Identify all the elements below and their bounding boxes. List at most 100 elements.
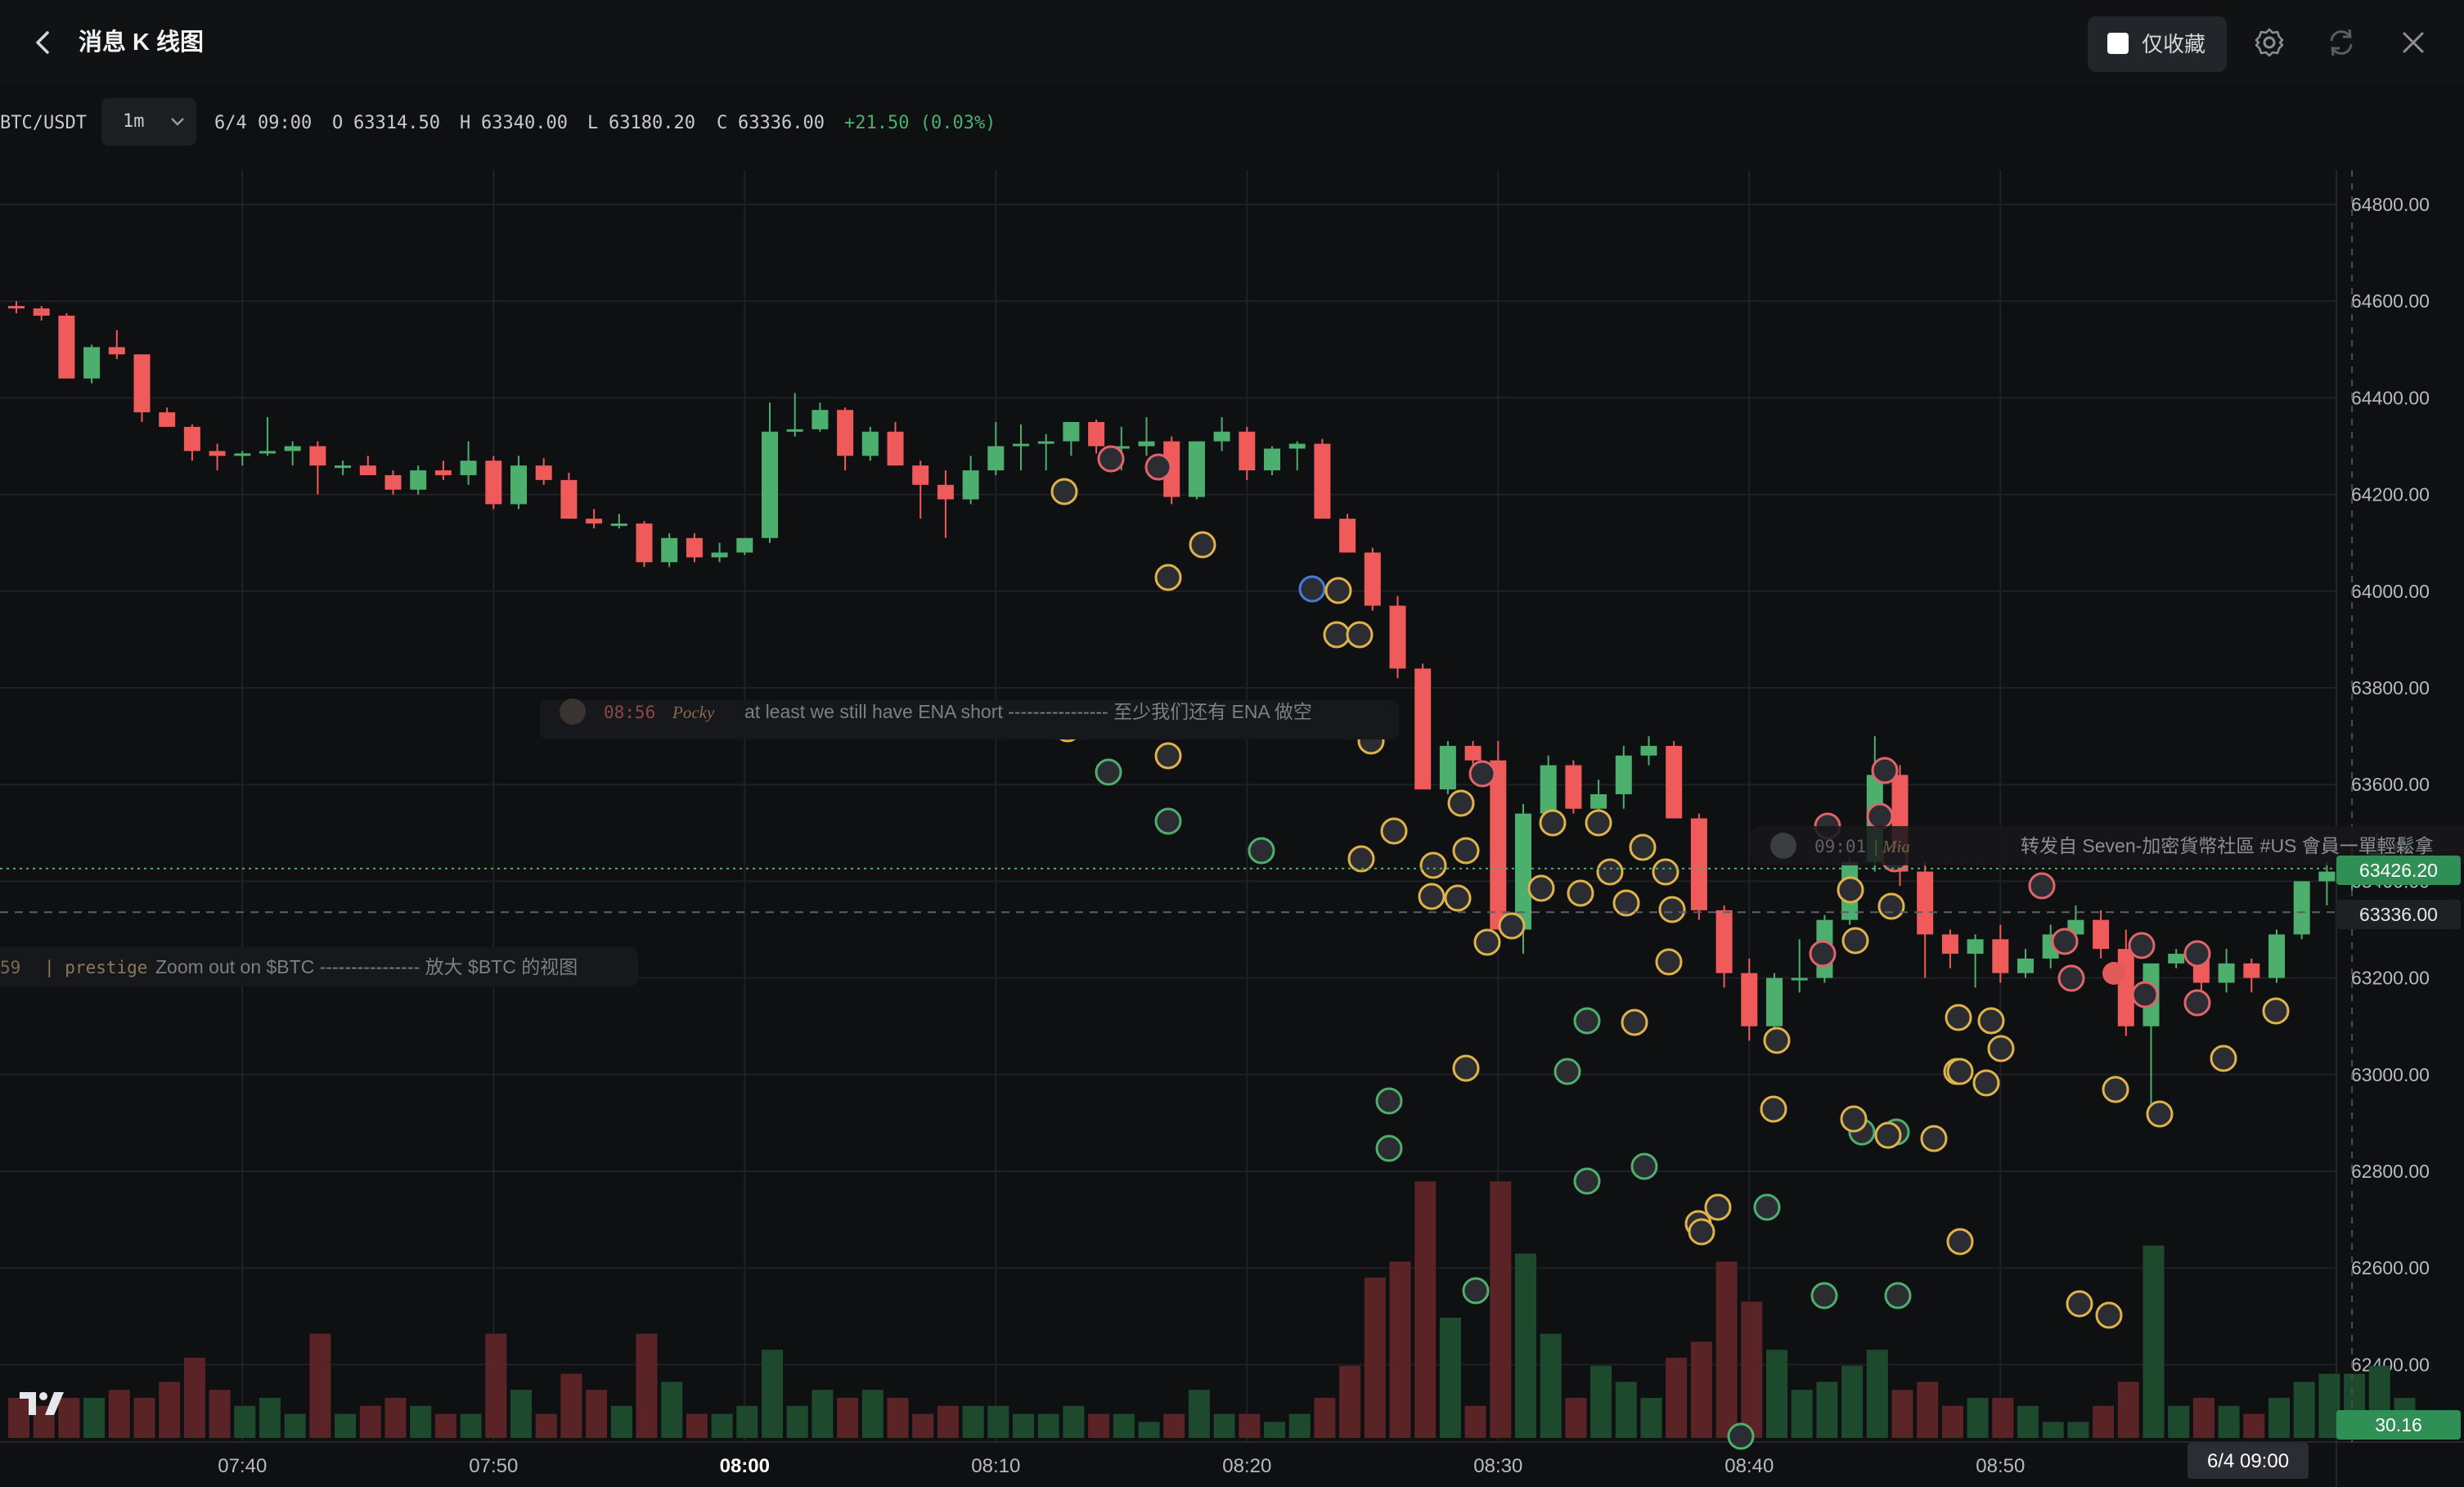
avatar-marker (1884, 1282, 1912, 1310)
candle-body (1967, 939, 1984, 955)
volume-bar (309, 1333, 331, 1438)
candle-body (1741, 973, 1758, 1027)
candle-body (1666, 745, 1683, 819)
volume-bar (636, 1333, 658, 1438)
symbol-label: BTC/USDT (0, 113, 87, 133)
ohlc-legend: BTC/USDT 1m 6/4 09:00 O 63314.50 H 63340… (0, 98, 1145, 149)
candle-body (1088, 421, 1105, 447)
candle-body (535, 465, 552, 480)
message-bubble-prestige[interactable]: 59 | prestige Zoom out on $BTC ---------… (0, 947, 638, 986)
avatar-marker (1841, 927, 1869, 955)
candle-body (460, 460, 477, 475)
y-tick-label: 63600.00 (2351, 774, 2430, 795)
back-arrow-icon[interactable] (26, 25, 62, 61)
volume-bar (2117, 1381, 2139, 1438)
volume-bar (83, 1398, 106, 1438)
avatar-marker (2262, 997, 2290, 1025)
interval-value: 1m (123, 111, 145, 132)
candle-body (1414, 668, 1432, 790)
message-time: 09:01 (1814, 837, 1866, 856)
candle-body (2318, 871, 2336, 882)
avatar-marker (1727, 1422, 1755, 1450)
x-tick-label: 08:00 (720, 1455, 770, 1477)
change-value: +21.50 (0.03%) (844, 113, 996, 133)
last-price-value: 63426.20 (2359, 860, 2438, 881)
candle-body (1037, 441, 1054, 444)
avatar-marker (1346, 621, 1374, 649)
crosshair-time-tag: 6/4 09:00 (2187, 1443, 2309, 1479)
last-price-tag: 63426.20 (2336, 856, 2461, 885)
avatar-marker (1324, 577, 1352, 604)
volume-bar (434, 1413, 456, 1438)
gear-icon[interactable] (2251, 25, 2287, 61)
candle-body (284, 446, 301, 451)
message-bubble-pocky[interactable]: 08:56 Pocky at least we still have ENA s… (540, 699, 1399, 739)
volume-value: 30.16 (2375, 1414, 2422, 1435)
candle-body (1490, 760, 1507, 930)
volume-bar (1666, 1358, 1688, 1438)
avatar-marker (2095, 1301, 2123, 1329)
volume-bar (1013, 1413, 1034, 1438)
avatar-marker (1753, 1193, 1781, 1221)
volume-bar (1088, 1413, 1110, 1438)
checkbox-icon[interactable] (2107, 33, 2129, 54)
avatar-marker (1573, 1167, 1601, 1195)
avatar-marker (2028, 872, 2056, 900)
interval-select[interactable]: 1m (101, 98, 196, 146)
candle-body (1715, 910, 1733, 973)
open-value: 63314.50 (353, 113, 440, 133)
chevron-down-icon (171, 118, 184, 126)
volume-bar (686, 1413, 708, 1438)
avatar-marker (1704, 1193, 1732, 1221)
avatar-marker (1050, 478, 1078, 505)
candle-body (1138, 441, 1155, 447)
candlestick-chart[interactable]: 64800.00 64600.00 64400.00 64200.00 64000.00… (0, 170, 2464, 1487)
candle-body (1640, 745, 1657, 756)
candle-body (987, 446, 1005, 471)
volume-bar (1590, 1365, 1612, 1438)
candle-body (736, 537, 753, 553)
avatar-marker (1655, 948, 1683, 976)
candle-body (485, 460, 502, 505)
volume-bar (1113, 1413, 1135, 1438)
candle-body (2168, 954, 2185, 964)
avatar-marker (1871, 757, 1899, 784)
volume-bar (2042, 1422, 2064, 1438)
y-tick-label: 64600.00 (2351, 290, 2430, 312)
favorites-only-toggle[interactable]: 仅收藏 (2088, 16, 2227, 72)
candle-body (1565, 765, 1582, 809)
candle-body (2268, 934, 2285, 978)
candle-body (686, 537, 703, 558)
avatar-marker (1760, 1095, 1787, 1123)
candle-body (1239, 431, 1256, 471)
avatar-marker (2057, 964, 2085, 992)
volume-bar (1992, 1398, 2014, 1438)
x-tick-label: 08:40 (1724, 1455, 1774, 1477)
message-bubble-mia[interactable]: 09:01 | Mia 转发自 Seven-加密貨幣社區 #US 會員一單輕鬆拿 (1751, 826, 2464, 865)
x-tick-label: 08:50 (1976, 1455, 2025, 1477)
candle-body (2093, 919, 2110, 950)
avatar-marker (2128, 932, 2156, 959)
candle-body (711, 552, 728, 558)
close-icon[interactable] (2395, 25, 2431, 61)
volume-bar (2143, 1245, 2165, 1438)
volume-bar (2017, 1405, 2039, 1438)
volume-bar (1314, 1398, 1336, 1438)
volume-bar (1891, 1390, 1913, 1438)
volume-bar (460, 1413, 482, 1438)
avatar-marker (1539, 809, 1567, 837)
volume-bar (1339, 1365, 1361, 1438)
message-time: 59 (0, 958, 20, 977)
price-lines (0, 170, 2354, 1442)
avatar-marker (1154, 807, 1182, 835)
refresh-icon[interactable] (2323, 25, 2359, 61)
y-tick-label: 62800.00 (2351, 1161, 2430, 1182)
message-text: 转发自 Seven-加密貨幣社區 #US 會員一單輕鬆拿 (2021, 835, 2434, 856)
avatar-marker (1347, 845, 1375, 873)
avatar-marker (2146, 1100, 2174, 1128)
volume-bar (183, 1358, 205, 1438)
candle-body (183, 426, 200, 451)
avatar-marker (1573, 1007, 1601, 1035)
avatar-marker (1447, 789, 1475, 817)
volume-bar (384, 1398, 407, 1438)
